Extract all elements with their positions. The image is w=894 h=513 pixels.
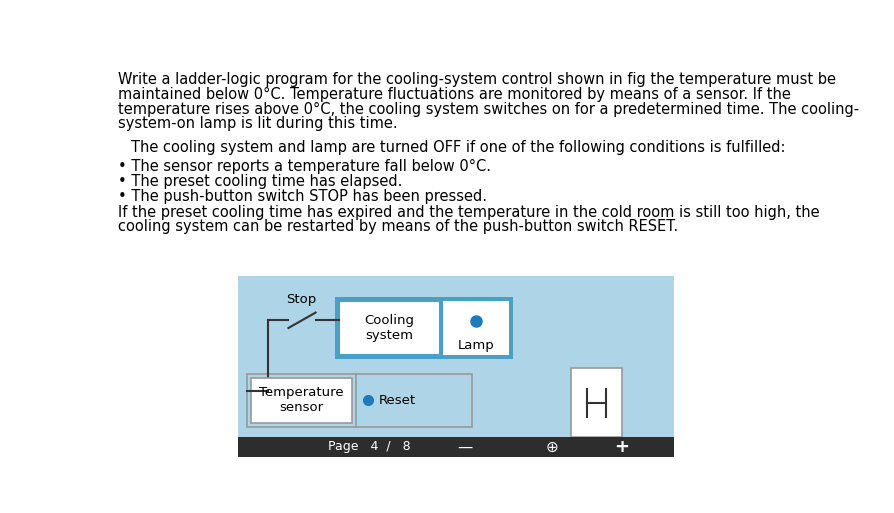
Bar <box>251 378 352 423</box>
Text: Lamp: Lamp <box>458 339 494 352</box>
Text: temperature rises above 0°C, the cooling system switches on for a predetermined : temperature rises above 0°C, the cooling… <box>118 102 859 116</box>
Text: The cooling system and lamp are turned OFF if one of the following conditions is: The cooling system and lamp are turned O… <box>131 140 786 155</box>
Text: maintained below 0°C. Temperature fluctuations are monitored by means of a senso: maintained below 0°C. Temperature fluctu… <box>118 87 791 102</box>
Text: ⊕: ⊕ <box>546 440 559 455</box>
Text: Page   4  /   8: Page 4 / 8 <box>328 441 410 453</box>
Bar <box>248 374 472 426</box>
Text: +: + <box>614 438 629 456</box>
Text: • The preset cooling time has elapsed.: • The preset cooling time has elapsed. <box>118 174 402 189</box>
Bar <box>440 297 513 359</box>
Bar <box>335 297 443 359</box>
Text: • The sensor reports a temperature fall below 0°C.: • The sensor reports a temperature fall … <box>118 160 491 174</box>
Bar <box>238 437 674 457</box>
Text: • The push-button switch STOP has been pressed.: • The push-button switch STOP has been p… <box>118 189 487 204</box>
Text: Cooling
system: Cooling system <box>364 314 414 342</box>
Bar <box>571 368 621 437</box>
Text: system-on lamp is lit during this time.: system-on lamp is lit during this time. <box>118 116 398 131</box>
Text: If the preset cooling time has expired and the temperature in the cold room is s: If the preset cooling time has expired a… <box>118 205 820 220</box>
Bar <box>238 275 674 437</box>
Text: Temperature
sensor: Temperature sensor <box>259 386 344 415</box>
Text: Reset: Reset <box>379 394 417 407</box>
Bar <box>443 301 510 355</box>
Text: Stop: Stop <box>286 292 316 306</box>
Text: Write a ladder-logic program for the cooling-system control shown in fig the tem: Write a ladder-logic program for the coo… <box>118 72 836 87</box>
Bar <box>339 301 440 355</box>
Text: —: — <box>458 440 473 455</box>
Text: cooling system can be restarted by means of the push-button switch RESET.: cooling system can be restarted by means… <box>118 220 679 234</box>
